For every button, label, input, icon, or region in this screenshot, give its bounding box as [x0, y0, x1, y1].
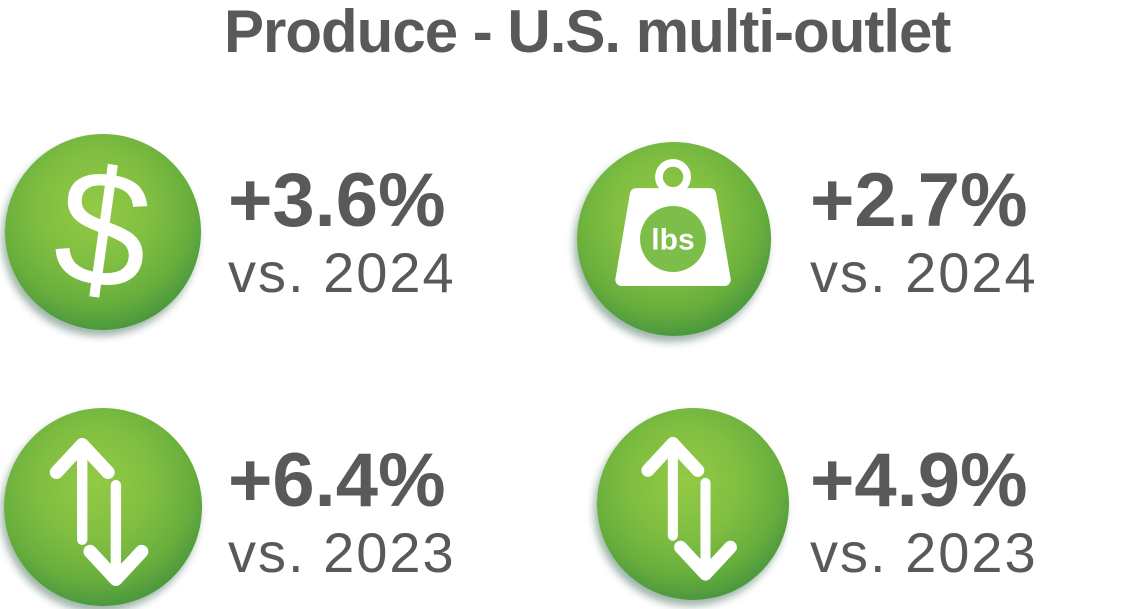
stat-block-dollar-vs-2023: +6.4% vs. 2023 — [228, 443, 456, 581]
lbs-badge — [640, 206, 707, 272]
stat-value: +6.4% — [228, 438, 446, 523]
up-down-arrows-icon — [4, 408, 202, 606]
dollar-sign-glyph: $ — [44, 131, 162, 326]
up-down-arrows-icon-graphic — [641, 437, 737, 581]
stat-comparison: vs. 2024 — [810, 241, 1038, 304]
stat-comparison: vs. 2024 — [228, 241, 456, 304]
stat-comparison: vs. 2023 — [810, 521, 1038, 584]
down-arrow-head — [674, 540, 737, 581]
up-down-arrows-icon-graphic — [49, 437, 149, 586]
stat-block-dollar-vs-2024: +3.6% vs. 2024 — [228, 163, 456, 301]
up-down-arrows-icon — [597, 408, 789, 600]
weight-lbs-icon: lbs — [577, 142, 771, 336]
stat-value: +3.6% — [228, 158, 446, 243]
down-arrow-head — [83, 544, 149, 586]
dollar-icon: $ — [5, 131, 201, 330]
stat-value: +4.9% — [810, 438, 1028, 523]
stat-value: +2.7% — [810, 158, 1028, 243]
up-arrow-head — [641, 437, 705, 477]
up-arrow-head — [49, 437, 115, 480]
stat-comparison: vs. 2023 — [228, 521, 456, 584]
stat-block-lbs-vs-2024: +2.7% vs. 2024 — [810, 163, 1038, 301]
weight-handle-ring — [655, 158, 691, 195]
stat-block-lbs-vs-2023: +4.9% vs. 2023 — [810, 443, 1038, 581]
lbs-badge-label: lbs — [651, 223, 694, 256]
weight-lbs-icon-graphic: lbs — [615, 158, 731, 287]
page-title: Produce - U.S. multi-outlet — [224, 0, 951, 65]
